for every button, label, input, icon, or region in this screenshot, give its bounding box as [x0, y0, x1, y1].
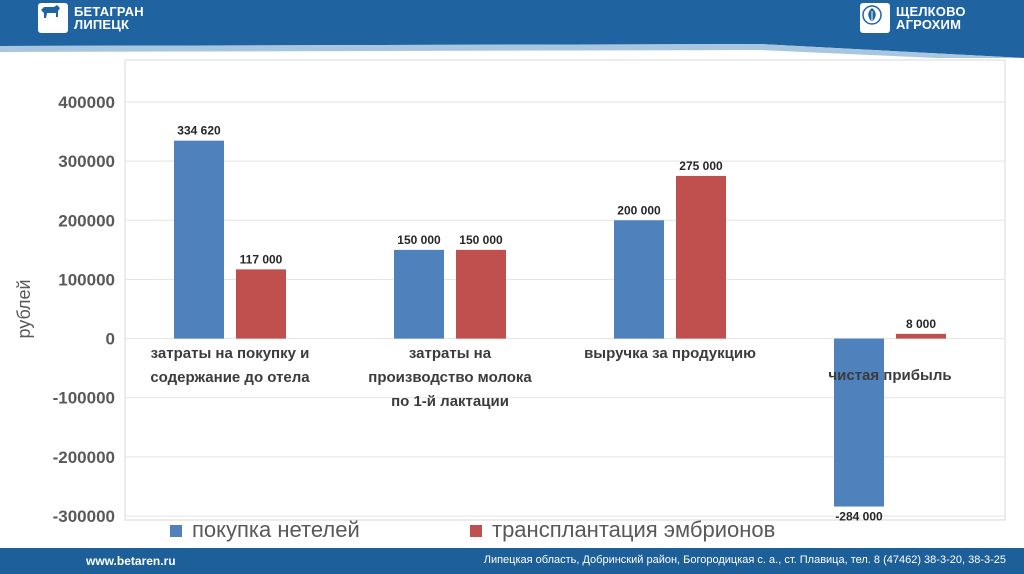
data-label: 200 000 — [617, 203, 661, 217]
bar-transplant — [896, 333, 946, 339]
bar-purchase — [614, 220, 664, 339]
y-tick-label: -200000 — [53, 448, 115, 467]
data-label: 150 000 — [397, 233, 441, 247]
y-tick-label: 400000 — [58, 93, 115, 112]
y-tick-label: 0 — [106, 330, 115, 349]
header-bar: БЕТАГРАН ЛИПЕЦК ЩЕЛКОВО АГРОХИМ — [0, 0, 1024, 58]
category-label: содержание до отела — [150, 369, 310, 386]
y-axis-label: рублей — [14, 279, 34, 338]
plot-border — [124, 59, 1006, 521]
category-label: выручка за продукцию — [584, 345, 756, 362]
category-label: затраты на — [409, 345, 492, 362]
shchelkovo-logo: ЩЕЛКОВО АГРОХИМ — [860, 3, 966, 33]
y-tick-label: -300000 — [53, 507, 115, 526]
cow-icon — [38, 3, 68, 33]
bar-purchase — [394, 249, 444, 339]
data-label: 334 620 — [177, 124, 221, 138]
legend-swatch — [170, 525, 182, 537]
legend-swatch — [470, 525, 482, 537]
data-label: -284 000 — [835, 510, 883, 524]
data-label: 117 000 — [240, 252, 283, 266]
category-label: производство молока — [368, 369, 532, 386]
bar-transplant — [456, 249, 506, 339]
bar-transplant — [236, 269, 286, 339]
bar-purchase — [834, 338, 884, 507]
right-logo-line1: ЩЕЛКОВО — [896, 4, 966, 19]
data-label: 150 000 — [459, 233, 503, 247]
betagran-logo: БЕТАГРАН ЛИПЕЦК — [38, 3, 144, 33]
header-background — [0, 0, 1024, 58]
data-label: 275 000 — [679, 159, 723, 173]
footer-address: Липецкая область, Добринский район, Бого… — [483, 554, 1006, 566]
legend-label: покупка нетелей — [192, 517, 360, 542]
legend-label: трансплантация эмбрионов — [492, 517, 775, 542]
right-logo-line2: АГРОХИМ — [896, 17, 962, 32]
bar-chart: 400000 300000 200000 100000 0 -100000 -200000 -… — [14, 59, 1006, 542]
footer-website[interactable]: www.betaren.ru — [86, 554, 176, 568]
leaf-icon — [860, 3, 890, 33]
chart-area: 400000 300000 200000 100000 0 -100000 -200000 -… — [0, 58, 1024, 548]
left-logo-line1: БЕТАГРАН — [74, 4, 144, 19]
bar-purchase — [174, 140, 224, 339]
category-label: по 1-й лактации — [391, 393, 509, 410]
footer-bar: www.betaren.ru Липецкая область, Добринс… — [0, 548, 1024, 574]
category-label: затраты на покупку и — [151, 345, 310, 362]
y-tick-label: 300000 — [58, 152, 115, 171]
y-tick-label: -100000 — [53, 389, 115, 408]
bar-transplant — [676, 175, 726, 339]
y-tick-label: 200000 — [58, 211, 115, 230]
category-label: чистая прибыль — [828, 367, 951, 384]
data-label: 8 000 — [906, 317, 936, 331]
y-tick-label: 100000 — [58, 270, 115, 289]
left-logo-line2: ЛИПЕЦК — [74, 17, 130, 32]
